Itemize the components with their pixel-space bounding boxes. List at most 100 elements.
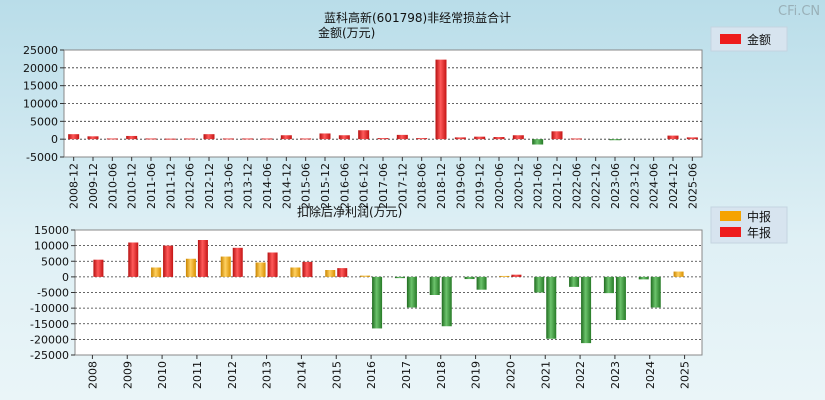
chart2-ytick-label: -25000 bbox=[30, 349, 69, 362]
chart1-bar bbox=[377, 138, 389, 140]
chart2-bar-annual bbox=[511, 274, 522, 277]
chart1-xtick-label: 2011-12 bbox=[164, 163, 177, 209]
chart1-ytick-label: 25000 bbox=[23, 44, 58, 57]
chart1-bar bbox=[686, 137, 698, 140]
chart1-xtick-label: 2014-12 bbox=[280, 163, 293, 209]
chart2-xtick-label: 2011 bbox=[191, 361, 204, 389]
chart2-bar-interim bbox=[360, 275, 371, 277]
chart1-xtick-label: 2021-12 bbox=[551, 163, 564, 209]
chart1-bar bbox=[126, 135, 138, 140]
chart1-bar bbox=[184, 138, 196, 140]
chart1-bar bbox=[261, 138, 273, 140]
chart2-ytick-label: -15000 bbox=[30, 318, 69, 331]
chart2-bar-interim bbox=[603, 276, 614, 294]
chart2-bar-annual bbox=[441, 276, 452, 327]
chart1-xtick-label: 2014-06 bbox=[261, 163, 274, 209]
chart2-xtick-label: 2020 bbox=[504, 361, 517, 389]
chart1-plot: 25000 20000 15000 10000 5000 0 -5000 2008-12 200… bbox=[23, 44, 703, 209]
chart1-xtick-label: 2023-06 bbox=[609, 163, 622, 209]
chart1-xtick-label: 2008-12 bbox=[68, 163, 81, 209]
chart1-xtick-label: 2010-12 bbox=[126, 163, 139, 209]
chart1-xtick-label: 2025-06 bbox=[686, 163, 699, 209]
chart1-ytick-label: 5000 bbox=[30, 115, 58, 128]
chart2-bar-annual bbox=[476, 276, 487, 290]
chart1-bar bbox=[358, 130, 370, 140]
chart1-xtick-label: 2009-12 bbox=[87, 163, 100, 209]
chart2-xtick-label: 2013 bbox=[261, 361, 274, 389]
chart2-title: 扣除后净利润(万元) bbox=[297, 204, 402, 219]
chart2-ytick-label: 10000 bbox=[34, 240, 69, 253]
chart1-xtick-label: 2015-12 bbox=[319, 163, 332, 209]
chart1-xtick-label: 2017-06 bbox=[377, 163, 390, 209]
chart2-ytick-label: -5000 bbox=[37, 287, 69, 300]
chart1-bar bbox=[203, 134, 215, 140]
chart1-xtick-label: 2017-12 bbox=[396, 163, 409, 209]
chart1-xtick-label: 2019-12 bbox=[474, 163, 487, 209]
chart1-bar bbox=[474, 136, 486, 140]
chart2-bar-annual bbox=[615, 276, 626, 320]
chart2-xtick-label: 2008 bbox=[86, 361, 99, 389]
chart2-ytick-label: 5000 bbox=[41, 255, 69, 268]
chart1-bar bbox=[222, 138, 234, 140]
chart2-legend-swatch-annual bbox=[720, 227, 741, 237]
chart1-bar bbox=[164, 138, 176, 140]
chart1-bar bbox=[242, 138, 254, 140]
chart2-bar-interim bbox=[569, 276, 580, 287]
chart2-bar-interim bbox=[185, 258, 196, 277]
chart1-bar bbox=[609, 139, 621, 141]
chart1-xtick-label: 2024-12 bbox=[667, 163, 680, 209]
chart1-plot-area bbox=[63, 49, 703, 158]
chart2-xtick-label: 2009 bbox=[121, 361, 134, 389]
chart2-xtick-label: 2017 bbox=[400, 361, 413, 389]
chart1-xtick-label: 2018-12 bbox=[435, 163, 448, 209]
chart2-bar-annual bbox=[406, 276, 417, 308]
chart2-legend-swatch-interim bbox=[720, 211, 741, 221]
chart2-xtick-label: 2025 bbox=[679, 361, 692, 389]
chart2-xtick-label: 2016 bbox=[365, 361, 378, 389]
chart1-bar bbox=[300, 138, 312, 140]
chart1-bar bbox=[667, 135, 679, 140]
chart1-xtick-label: 2022-12 bbox=[590, 163, 603, 209]
chart2-xtick-label: 2018 bbox=[435, 361, 448, 389]
chart1-bar bbox=[570, 138, 582, 140]
chart2-xtick-label: 2014 bbox=[295, 361, 308, 389]
chart1-xtick-label: 2016-06 bbox=[338, 163, 351, 209]
chart2-bar-interim bbox=[534, 276, 545, 293]
chart2-xtick-label: 2019 bbox=[470, 361, 483, 389]
chart1-xtick-label: 2023-12 bbox=[628, 163, 641, 209]
chart2-bar-interim bbox=[394, 276, 405, 279]
watermark: CFi.CN bbox=[778, 4, 820, 19]
chart2-bar-interim bbox=[151, 267, 162, 277]
chart2-legend-label-interim: 中报 bbox=[747, 209, 771, 224]
chart1-bar bbox=[280, 135, 292, 140]
chart1-bar bbox=[416, 138, 428, 140]
chart1-xtick-label: 2015-06 bbox=[300, 163, 313, 209]
chart1-ytick-label: 20000 bbox=[23, 62, 58, 75]
chart2-xtick-label: 2024 bbox=[644, 361, 657, 389]
chart2-bar-annual bbox=[128, 242, 139, 277]
chart2-ytick-label: 0 bbox=[62, 271, 69, 284]
chart2-bar-annual bbox=[163, 245, 174, 277]
chart1-bar bbox=[532, 139, 544, 145]
chart1-ytick-label: 10000 bbox=[23, 98, 58, 111]
chart1-bar bbox=[493, 137, 505, 140]
chart1-xtick-label: 2011-06 bbox=[145, 163, 158, 209]
chart2-bar-annual bbox=[232, 247, 243, 277]
chart2-bar-interim bbox=[429, 276, 440, 295]
chart1-ytick-label: -5000 bbox=[26, 151, 58, 164]
chart1-legend-label: 金额 bbox=[747, 32, 771, 47]
chart2-bar-annual bbox=[546, 276, 557, 339]
chart1-xtick-label: 2019-06 bbox=[454, 163, 467, 209]
chart2-bar-interim bbox=[325, 270, 336, 277]
chart2-bar-interim bbox=[638, 276, 649, 280]
chart1-xtick-label: 2022-06 bbox=[570, 163, 583, 209]
chart2-xtick-label: 2015 bbox=[330, 361, 343, 389]
chart2-bar-annual bbox=[93, 259, 104, 277]
chart1-xtick-label: 2016-12 bbox=[358, 163, 371, 209]
chart1-bar bbox=[338, 135, 350, 140]
chart2-legend-label-annual: 年报 bbox=[747, 225, 771, 240]
chart1-xtick-label: 2013-12 bbox=[242, 163, 255, 209]
chart2-bar-annual bbox=[650, 276, 661, 308]
chart1-title: 蓝科高新(601798)非经常损益合计 bbox=[324, 10, 511, 25]
